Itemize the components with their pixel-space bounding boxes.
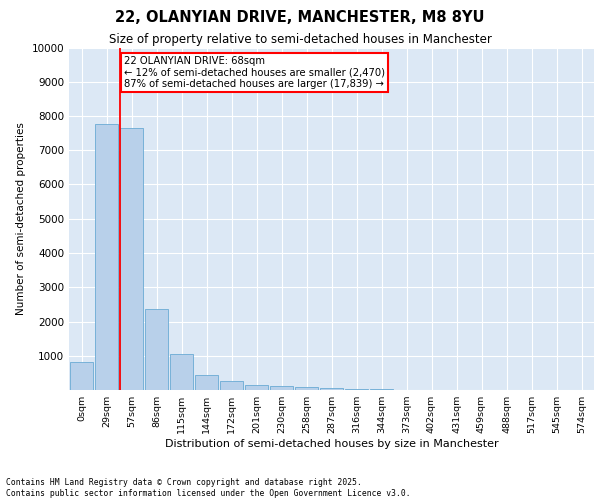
Bar — [70, 362, 93, 390]
Bar — [220, 380, 243, 390]
Bar — [295, 387, 318, 390]
Bar — [145, 309, 168, 390]
Bar — [245, 386, 268, 390]
Text: Contains HM Land Registry data © Crown copyright and database right 2025.
Contai: Contains HM Land Registry data © Crown c… — [6, 478, 410, 498]
Text: 22, OLANYIAN DRIVE, MANCHESTER, M8 8YU: 22, OLANYIAN DRIVE, MANCHESTER, M8 8YU — [115, 10, 485, 25]
Bar — [195, 374, 218, 390]
X-axis label: Distribution of semi-detached houses by size in Manchester: Distribution of semi-detached houses by … — [164, 439, 499, 449]
Y-axis label: Number of semi-detached properties: Number of semi-detached properties — [16, 122, 26, 315]
Bar — [320, 388, 343, 390]
Text: Size of property relative to semi-detached houses in Manchester: Size of property relative to semi-detach… — [109, 32, 491, 46]
Bar — [95, 124, 118, 390]
Bar — [345, 389, 368, 390]
Text: 22 OLANYIAN DRIVE: 68sqm
← 12% of semi-detached houses are smaller (2,470)
87% o: 22 OLANYIAN DRIVE: 68sqm ← 12% of semi-d… — [124, 56, 385, 90]
Bar — [170, 354, 193, 390]
Bar — [120, 128, 143, 390]
Bar — [270, 386, 293, 390]
